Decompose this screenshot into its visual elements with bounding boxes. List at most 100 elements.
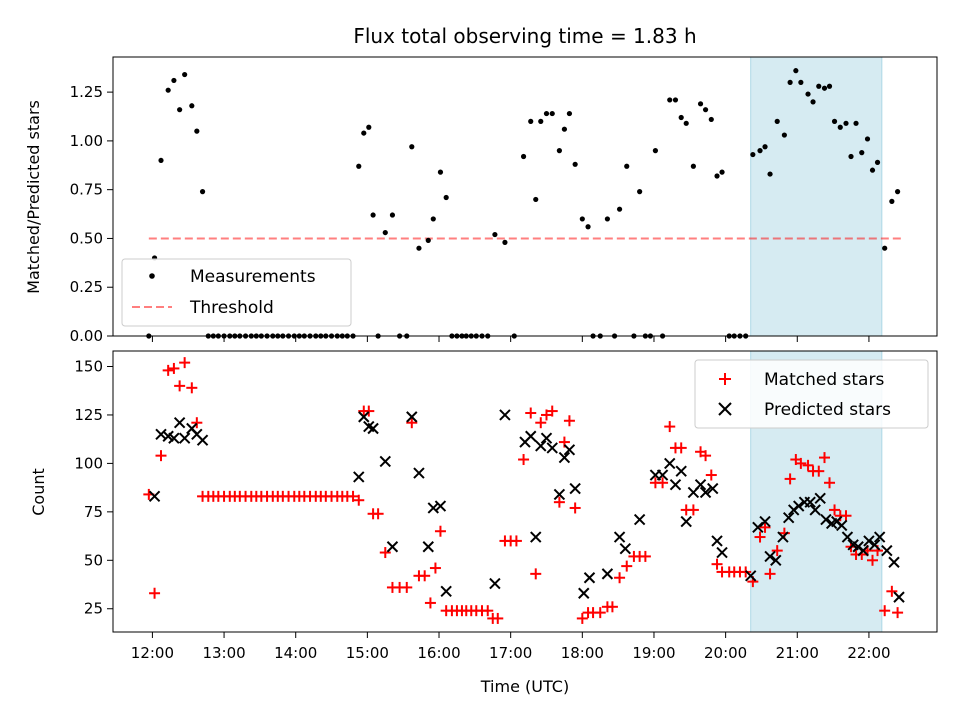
matched-star-point [155, 450, 167, 462]
predicted-star-point [893, 591, 905, 603]
bottom-x-tick-label: 22:00 [847, 644, 890, 662]
matched-star-point [179, 357, 191, 369]
predicted-star-point [168, 432, 180, 444]
predicted-star-point [178, 432, 191, 444]
predicted-star-point [530, 531, 542, 543]
top-y-tick-label: 1.25 [70, 83, 103, 101]
measurement-point [533, 196, 539, 203]
measurement-point [437, 169, 444, 175]
measurement-point [826, 83, 833, 89]
matched-star-point [879, 605, 891, 617]
measurement-point [382, 229, 388, 236]
legend-measurements-label: Measurements [190, 267, 316, 287]
predicted-star-point [422, 541, 434, 553]
legend-threshold-label: Threshold [189, 298, 274, 318]
legend-matched-marker [719, 373, 731, 385]
predicted-star-point [835, 519, 848, 532]
bottom-x-tick-label: 21:00 [776, 644, 819, 662]
bottom-y-tick-label: 75 [84, 503, 103, 521]
matched-star-point [546, 405, 558, 417]
predicted-star-point [148, 490, 161, 503]
matched-star-point [621, 560, 633, 572]
matched-star-point [829, 504, 841, 516]
top-y-tick-label: 0.75 [70, 181, 103, 199]
bottom-y-tick-label: 25 [84, 600, 103, 618]
measurement-point [697, 101, 704, 107]
predicted-star-point [413, 467, 425, 479]
top-legend-box [121, 258, 352, 327]
top-legend: Measurements Threshold [121, 258, 352, 327]
predicted-star-point [173, 416, 186, 429]
matched-star-point [540, 409, 552, 421]
measurement-point [194, 128, 200, 134]
measurement-point [702, 107, 709, 113]
predicted-star-point [669, 479, 682, 491]
bottom-y-tick-label: 100 [74, 454, 103, 472]
predicted-star-point [499, 409, 511, 421]
predicted-star-point [881, 544, 893, 557]
measurement-point [678, 114, 684, 121]
measurement-point [750, 151, 756, 158]
bottom-legend: Matched stars Predicted stars [694, 359, 929, 429]
matched-star-point [518, 454, 530, 466]
top-y-tick-label: 0.50 [70, 229, 103, 247]
measurement-point [389, 212, 396, 218]
predicted-star-point [863, 535, 875, 547]
measurement-point [409, 144, 415, 150]
measurement-point [616, 206, 623, 212]
predicted-star-point [553, 488, 566, 501]
measurement-point [543, 110, 550, 117]
predicted-star-point [873, 531, 886, 543]
measurement-point [853, 120, 859, 126]
bottom-legend-box [694, 359, 929, 429]
bottom-x-tick-label: 18:00 [561, 644, 604, 662]
matched-star-point [424, 597, 436, 609]
matched-star-point [379, 547, 391, 559]
bottom-x-tick-label: 13:00 [202, 644, 245, 662]
predicted-star-point [759, 515, 771, 528]
measurement-point [624, 163, 630, 169]
predicted-star-point [367, 422, 379, 435]
predicted-star-point [699, 486, 712, 499]
legend-predicted-marker [718, 402, 732, 416]
bottom-y-tick-label: 125 [74, 406, 103, 424]
predicted-star-point [857, 544, 869, 557]
measurement-point [843, 120, 849, 126]
measurement-point [816, 83, 822, 89]
legend-measurements-marker [149, 273, 155, 279]
matched-star-point [700, 450, 712, 462]
matched-star-point [819, 452, 831, 464]
matched-star-point [705, 469, 717, 481]
predicted-star-point [694, 479, 707, 491]
matched-star-point [530, 568, 542, 580]
matched-star-point [149, 587, 161, 599]
measurement-point [637, 189, 643, 195]
measurement-point [561, 126, 568, 132]
top-y-tick-label: 1.00 [70, 132, 103, 150]
measurement-point [889, 198, 895, 204]
measurement-point [416, 245, 422, 251]
measurement-point [837, 124, 843, 130]
matched-star-point [802, 459, 814, 471]
measurement-point [672, 97, 679, 103]
measurement-point [869, 167, 876, 173]
predicted-star-point [716, 546, 728, 559]
predicted-star-point [353, 471, 365, 483]
matched-star-point [510, 535, 522, 547]
predicted-star-point [379, 455, 391, 468]
predicted-star-point [558, 451, 571, 464]
measurement-point [566, 110, 573, 117]
measurement-point [774, 118, 780, 124]
measurement-point [370, 212, 376, 218]
measurement-point [787, 79, 793, 85]
predicted-star-point [406, 411, 418, 423]
matched-star-point [492, 612, 504, 624]
bottom-x-tick-label: 17:00 [489, 644, 532, 662]
predicted-star-point [707, 482, 719, 495]
predicted-star-point [601, 568, 614, 580]
measurement-point [714, 173, 720, 179]
matched-star-point [759, 521, 771, 533]
matched-star-point [535, 417, 547, 429]
matched-star-point [606, 601, 618, 613]
measurement-point [430, 216, 436, 222]
